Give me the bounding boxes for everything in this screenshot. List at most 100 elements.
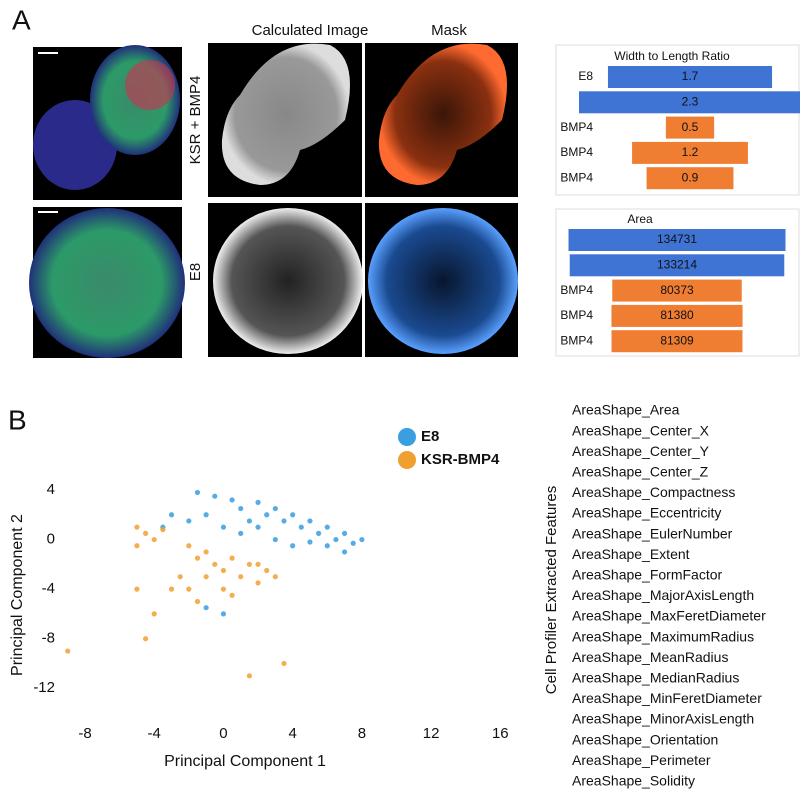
category-label: E8 [578, 69, 593, 83]
scatter-point [168, 586, 175, 592]
scatter-point [350, 540, 356, 546]
category-label: BMP4 [560, 170, 593, 184]
bar [568, 229, 786, 251]
y-tick-label: -4 [42, 580, 55, 597]
x-tick-label: 12 [423, 725, 440, 742]
category-label: BMP4 [560, 283, 593, 297]
scatter-point [255, 561, 261, 567]
legend-label: E8 [421, 428, 439, 445]
feature-item: AreaShape_Center_X [572, 422, 710, 438]
scatter-point [246, 518, 252, 524]
feature-item: AreaShape_Compactness [572, 484, 735, 500]
feature-item: AreaShape_MaxFeretDiameter [572, 608, 766, 624]
scatter-point [203, 574, 209, 580]
scatter-point [220, 567, 227, 574]
x-tick-label: -4 [148, 725, 161, 742]
scatter-point [324, 543, 330, 549]
legend-label: KSR-BMP4 [421, 451, 500, 468]
bar [646, 167, 734, 190]
scatter-point [324, 524, 330, 530]
bar [569, 254, 785, 277]
x-tick-label: 16 [492, 725, 509, 742]
x-tick-label: 0 [219, 725, 227, 742]
feature-item: AreaShape_Center_Z [572, 464, 709, 480]
y-tick-label: -8 [42, 630, 55, 647]
scatter-point [142, 636, 149, 642]
feature-item: AreaShape_MinFeretDiameter [572, 690, 762, 706]
bar [611, 330, 743, 353]
x-axis-title: Principal Component 1 [164, 753, 326, 770]
scatter-point [220, 524, 227, 530]
scatter-point [307, 518, 313, 524]
x-tick-label: 4 [288, 725, 296, 742]
feature-item: AreaShape_Solidity [572, 773, 695, 789]
feature-item: AreaShape_MajorAxisLength [572, 587, 754, 603]
panel-label: B [8, 404, 27, 435]
chart-title: Width to Length Ratio [614, 49, 730, 63]
category-label: BMP4 [560, 145, 593, 159]
row-label: E8 [187, 263, 204, 281]
scatter-point [186, 518, 192, 524]
value-label: 0.9 [682, 170, 699, 184]
y-tick-label: 4 [47, 481, 55, 498]
scatter-point [316, 530, 322, 536]
scatter-point [255, 499, 261, 505]
scatter-point [264, 512, 270, 518]
scatter-point [186, 543, 192, 549]
scatter-point [272, 574, 278, 580]
scatter-point [238, 530, 244, 536]
scatter-point [229, 497, 235, 503]
scatter-point [264, 567, 270, 574]
feature-item: AreaShape_Orientation [572, 731, 718, 747]
scatter-point [151, 611, 157, 617]
legend-marker [398, 428, 416, 446]
feature-item: AreaShape_Area [572, 402, 680, 418]
x-tick-label: 8 [358, 725, 366, 742]
scatter-point [194, 555, 201, 561]
feature-item: AreaShape_Extent [572, 546, 690, 562]
scatter-point [229, 555, 235, 561]
scatter-point [212, 493, 218, 499]
scatter-point [220, 586, 227, 592]
chart-frame [555, 44, 800, 196]
feature-list-title: Cell Profiler Extracted Features [543, 486, 560, 694]
value-label: 1.2 [682, 145, 699, 159]
feature-item: AreaShape_Center_Y [572, 443, 710, 459]
feature-item: AreaShape_FormFactor [572, 567, 723, 583]
y-tick-label: -12 [33, 679, 55, 696]
column-label: Calculated Image [252, 22, 369, 39]
value-label: 133214 [657, 257, 697, 271]
feature-item: AreaShape_MinorAxisLength [572, 711, 754, 727]
scatter-point [341, 549, 348, 555]
scatter-point [134, 524, 140, 530]
value-label: 81309 [660, 333, 694, 347]
panel-label: A [12, 4, 31, 35]
scatter-point [142, 530, 149, 536]
scatter-point [281, 660, 287, 667]
scatter-point [134, 543, 140, 549]
y-axis-title: Principal Component 2 [9, 514, 26, 676]
value-label: 0.5 [682, 120, 699, 134]
scatter-point [255, 580, 261, 586]
scatter-point [359, 536, 365, 543]
bar [612, 279, 742, 302]
category-label: BMP4 [560, 120, 593, 134]
y-tick-label: 0 [47, 531, 55, 548]
scatter-point [238, 574, 244, 580]
x-tick-label: -8 [78, 725, 91, 742]
bar [632, 141, 748, 164]
scatter-point [203, 605, 209, 611]
scatter-point [255, 524, 261, 530]
chart-frame [555, 208, 800, 357]
scatter-point [203, 549, 209, 555]
bar [665, 116, 715, 139]
scatter-point [194, 598, 201, 605]
scatter-point [151, 536, 157, 543]
category-label: BMP4 [560, 308, 593, 322]
chart-title: Area [627, 212, 653, 226]
row-label: KSR + BMP4 [187, 76, 204, 165]
scatter-point [272, 505, 278, 512]
feature-item: AreaShape_Perimeter [572, 752, 711, 768]
scatter-point [186, 586, 192, 592]
